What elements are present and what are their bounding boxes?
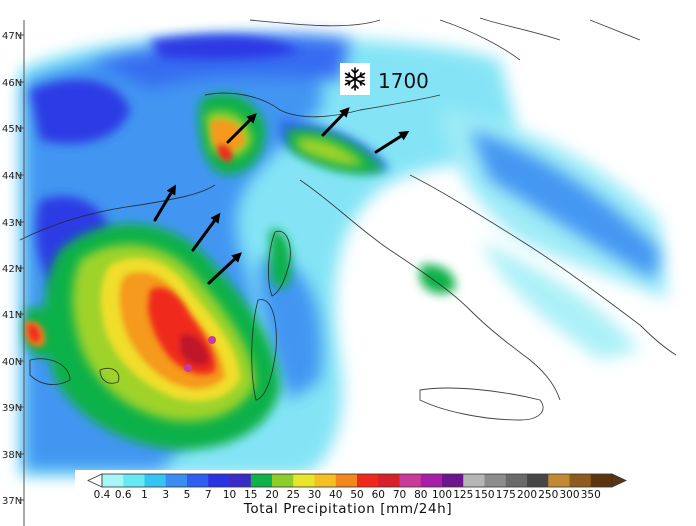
legend-tick-label: 300 [559, 489, 579, 501]
legend-swatch [463, 474, 485, 487]
legend-swatch [484, 474, 507, 487]
lat-label-39n: 39N [2, 403, 22, 414]
snow-level-marker: 1700 [340, 63, 429, 95]
snow-level-label: 1700 [378, 69, 429, 93]
legend-swatch [187, 474, 209, 487]
lat-label-43n: 43N [2, 218, 22, 229]
legend-swatch [229, 474, 252, 487]
legend-swatch [378, 474, 400, 487]
flow-arrows [153, 107, 410, 285]
legend-tick-label: 7 [205, 489, 212, 501]
legend-labels: 0.4 0.6 1 3 5 7 10 15 20 25 30 40 50 60 70 80 100 125 150 1… [94, 489, 601, 501]
flow-arrow [207, 252, 242, 285]
lat-label-40n: 40N [2, 357, 22, 368]
legend-swatch [144, 474, 167, 487]
legend-tick-label: 10 [223, 489, 236, 501]
flow-arrow [321, 107, 350, 137]
legend-swatch [527, 474, 549, 487]
legend-tick-label: 350 [581, 489, 601, 501]
flow-arrow [374, 130, 410, 154]
colorbar-legend: 0.4 0.6 1 3 5 7 10 15 20 25 30 40 50 60 70 80 100 125 150 1… [75, 470, 627, 522]
snowflake-icon [344, 67, 366, 91]
legend-swatch [250, 474, 273, 487]
legend-swatch [314, 474, 337, 487]
legend-swatch [357, 474, 379, 487]
lat-label-46n: 46N [2, 78, 22, 89]
latitude-axis: 47N 46N 45N 44N 43N 42N 41N 40N 39N 38N … [2, 31, 24, 507]
legend-swatch [335, 474, 358, 487]
lat-label-37n: 37N [2, 496, 22, 507]
legend-swatch [272, 474, 294, 487]
legend-swatch [165, 474, 188, 487]
lat-label-45n: 45N [2, 124, 22, 135]
flow-arrow [153, 184, 177, 222]
legend-swatch [208, 474, 230, 487]
lat-label-44n: 44N [2, 171, 22, 182]
legend-tick-label: 0.6 [115, 489, 132, 501]
lat-label-47n: 47N [2, 31, 22, 42]
legend-tick-label: 200 [517, 489, 537, 501]
legend-swatch [399, 474, 422, 487]
legend-swatch [505, 474, 528, 487]
lat-label-41n: 41N [2, 310, 22, 321]
legend-swatch [420, 474, 443, 487]
lat-label-38n: 38N [2, 450, 22, 461]
flow-arrow [226, 113, 257, 144]
legend-tick-label: 3 [162, 489, 169, 501]
legend-tick-label: 50 [350, 489, 363, 501]
legend-tick-label: 70 [393, 489, 406, 501]
legend-tick-label: 40 [329, 489, 342, 501]
legend-swatch [102, 474, 124, 487]
legend-swatch [442, 474, 464, 487]
legend-tick-label: 0.4 [94, 489, 111, 501]
legend-swatch [548, 474, 570, 487]
lat-label-42n: 42N [2, 264, 22, 275]
legend-frame [101, 473, 613, 488]
legend-tick-label: 60 [372, 489, 385, 501]
legend-tick-label: 20 [265, 489, 278, 501]
legend-swatch [569, 474, 592, 487]
legend-tick-label: 80 [414, 489, 427, 501]
legend-tick-label: 15 [244, 489, 257, 501]
legend-title: Total Precipitation [mm/24h] [243, 501, 452, 517]
legend-swatch [293, 474, 315, 487]
legend-tick-label: 175 [496, 489, 516, 501]
legend-tick-label: 5 [184, 489, 191, 501]
legend-tick-label: 30 [308, 489, 321, 501]
coastlines [19, 17, 677, 421]
legend-tick-label: 100 [432, 489, 452, 501]
legend-tick-label: 250 [538, 489, 558, 501]
legend-tick-label: 1 [141, 489, 148, 501]
legend-swatch [590, 474, 613, 487]
flow-arrow [191, 212, 221, 252]
legend-tick-label: 125 [453, 489, 473, 501]
legend-swatch [123, 474, 145, 487]
precipitation-field [20, 34, 668, 476]
legend-tick-label: 150 [474, 489, 494, 501]
legend-swatches [87, 473, 627, 488]
legend-tick-label: 25 [287, 489, 300, 501]
